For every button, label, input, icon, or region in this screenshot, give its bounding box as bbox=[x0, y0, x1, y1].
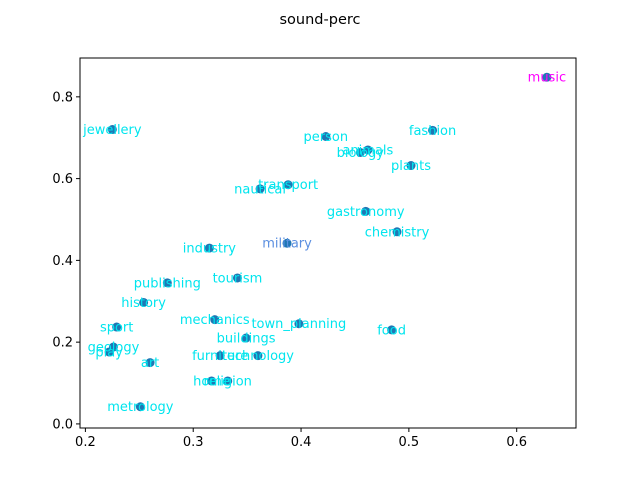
data-point bbox=[406, 161, 416, 171]
point-label: food bbox=[377, 323, 406, 338]
data-point bbox=[282, 238, 292, 248]
data-point bbox=[104, 347, 114, 357]
data-point bbox=[135, 402, 145, 412]
point-label: person bbox=[304, 130, 349, 145]
point-label: fashion bbox=[409, 124, 456, 139]
point-label: play bbox=[95, 345, 123, 360]
data-point bbox=[210, 315, 220, 325]
x-tick-label: 0.5 bbox=[399, 435, 420, 450]
data-point bbox=[232, 273, 242, 283]
point-label: nautical bbox=[234, 182, 286, 197]
data-points bbox=[104, 72, 552, 412]
point-label: chemistry bbox=[365, 225, 430, 240]
point-label: town_planning bbox=[251, 317, 346, 332]
x-tick-label: 0.2 bbox=[75, 435, 96, 450]
data-point bbox=[361, 206, 371, 216]
data-point bbox=[428, 125, 438, 135]
data-point bbox=[204, 243, 214, 253]
data-point bbox=[387, 325, 397, 335]
point-label: transport bbox=[258, 178, 318, 193]
axes: 0.2 0.3 0.4 0.5 0.60.00.20.40.60.8 bbox=[52, 57, 577, 450]
data-point bbox=[145, 358, 155, 368]
data-point bbox=[107, 125, 117, 135]
x-tick-label: 0.3 bbox=[183, 435, 204, 450]
data-point bbox=[363, 145, 373, 155]
y-tick-label: 0.8 bbox=[52, 90, 73, 105]
y-tick-label: 0.0 bbox=[52, 417, 73, 432]
point-label: metrology bbox=[107, 400, 174, 415]
point-label: biology bbox=[337, 146, 385, 161]
point-label: technology bbox=[222, 349, 294, 364]
x-tick-label: 0.6 bbox=[506, 435, 527, 450]
point-label: home bbox=[193, 374, 230, 389]
point-label: sport bbox=[100, 321, 133, 336]
data-point bbox=[223, 376, 233, 386]
point-label: buildings bbox=[217, 332, 276, 347]
point-label: geology bbox=[88, 341, 140, 356]
data-point bbox=[253, 351, 263, 361]
point-labels: music jewellery fashion personanimalsbiolog… bbox=[82, 71, 566, 416]
data-point bbox=[255, 184, 265, 194]
point-label: gastronomy bbox=[327, 205, 405, 220]
data-point bbox=[542, 72, 552, 82]
y-tick-label: 0.6 bbox=[52, 172, 73, 187]
point-label: mechanics bbox=[180, 313, 250, 328]
y-tick-label: 0.2 bbox=[52, 336, 73, 351]
point-label: music bbox=[528, 71, 566, 86]
data-point bbox=[112, 322, 122, 332]
point-label: art bbox=[141, 356, 159, 371]
point-label: jewellery bbox=[82, 123, 142, 138]
point-label: plants bbox=[391, 159, 431, 174]
data-point bbox=[355, 147, 365, 157]
point-label: history bbox=[121, 296, 166, 311]
data-point bbox=[139, 297, 149, 307]
data-point bbox=[207, 376, 217, 386]
data-point bbox=[241, 333, 251, 343]
plot-frame bbox=[79, 57, 577, 429]
data-point bbox=[294, 319, 304, 329]
point-label: publishing bbox=[134, 276, 201, 291]
point-label: religion bbox=[204, 374, 252, 389]
data-point bbox=[283, 180, 293, 190]
x-tick-label: 0.4 bbox=[291, 435, 312, 450]
point-label: animals bbox=[342, 143, 393, 158]
data-point bbox=[215, 351, 225, 361]
data-point bbox=[321, 131, 331, 141]
point-label: military bbox=[262, 237, 312, 252]
point-label: furniture bbox=[192, 349, 248, 364]
point-label: industry bbox=[183, 242, 237, 257]
data-point bbox=[392, 227, 402, 237]
y-tick-label: 0.4 bbox=[52, 254, 73, 269]
data-point bbox=[162, 278, 172, 288]
point-label: tourism bbox=[213, 271, 263, 286]
chart-title: sound-perc bbox=[280, 12, 361, 28]
